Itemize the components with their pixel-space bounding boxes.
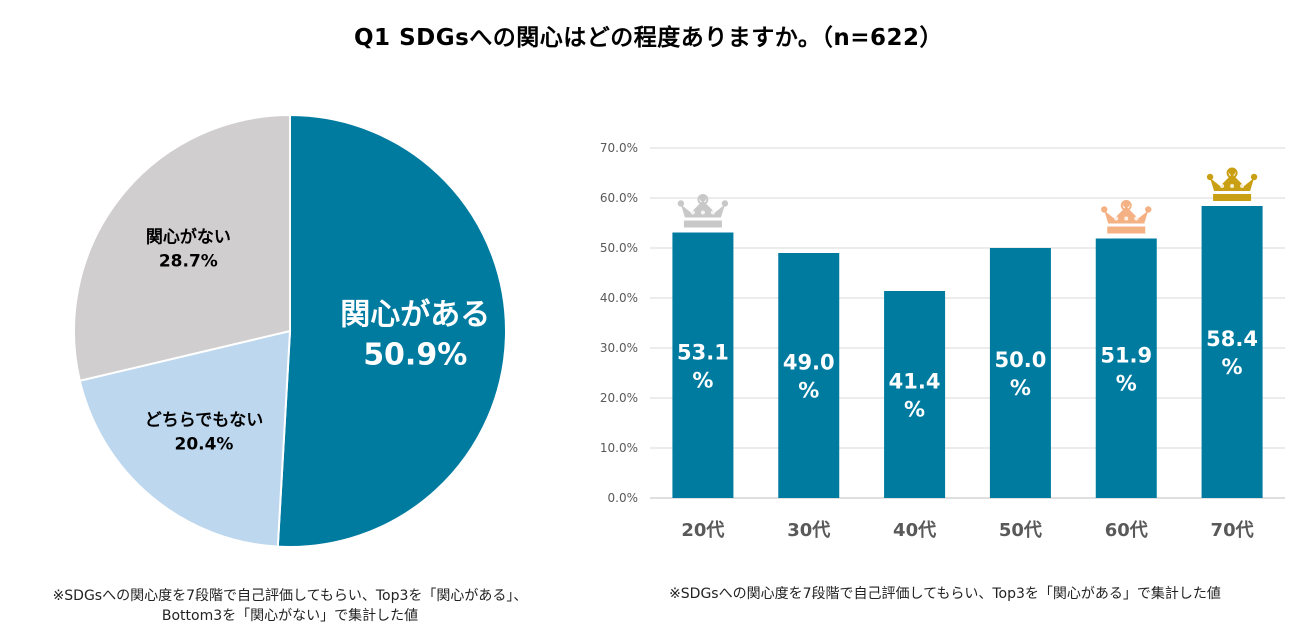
bar-value-label: 50.0 xyxy=(995,348,1047,372)
pie-footnote: ※SDGsへの関心度を7段階で自己評価してもらい、Top3を「関心がある」、 B… xyxy=(0,586,580,626)
crown-icon xyxy=(677,194,729,228)
crown-jewel xyxy=(677,200,685,207)
x-tick-label: 20代 xyxy=(681,520,724,541)
pie-slice-label: 関心がない xyxy=(146,227,231,248)
bar-footnote: ※SDGsへの関心度を7段階で自己評価してもらい、Top3を「関心がある」で集計… xyxy=(669,586,1221,602)
bar-value-label: 53.1 xyxy=(677,340,729,364)
y-tick-label: 0.0% xyxy=(608,491,639,505)
bar-value-label: 49.0 xyxy=(783,351,835,375)
bar xyxy=(672,232,734,498)
x-tick-label: 60代 xyxy=(1105,520,1148,541)
crown-gem xyxy=(1240,184,1245,188)
crown-top-ring xyxy=(1120,200,1132,211)
crown-jewel xyxy=(1250,173,1258,181)
bar-value-label: 58.4 xyxy=(1206,327,1258,351)
crown-gem xyxy=(1124,216,1129,221)
x-tick-label: 30代 xyxy=(787,520,830,541)
crown-gem xyxy=(1134,216,1139,221)
x-tick-label: 50代 xyxy=(999,520,1042,541)
pie-slice-label: どちらでもない xyxy=(145,411,264,431)
crown-band xyxy=(683,220,722,228)
pie-slice xyxy=(276,113,507,548)
crown-top-ring xyxy=(1226,167,1238,179)
crown-gem xyxy=(1220,184,1225,188)
y-tick-label: 70.0% xyxy=(600,141,638,155)
y-tick-label: 10.0% xyxy=(600,441,638,455)
y-tick-label: 20.0% xyxy=(600,391,638,405)
crown-jewel xyxy=(721,200,729,207)
pie-footnote-line1: ※SDGsへの関心度を7段階で自己評価してもらい、Top3を「関心がある」、 xyxy=(52,588,528,604)
bar-value-unit: % xyxy=(1010,376,1031,400)
crown-jewel xyxy=(1228,168,1236,176)
bar xyxy=(1201,206,1263,498)
bar xyxy=(1095,238,1157,498)
pie-slice-value: 50.9% xyxy=(363,338,467,373)
crown-jewel xyxy=(1101,206,1108,213)
bar xyxy=(884,291,946,498)
bar-value-unit: % xyxy=(798,379,819,403)
crown-gem xyxy=(700,210,705,215)
pie-slice xyxy=(73,113,291,382)
bar-value-unit: % xyxy=(1222,355,1243,379)
crown-top-ring xyxy=(697,194,709,205)
crown-jewel xyxy=(1123,201,1130,208)
pie-footnote-line2: Bottom3を「関心がない」で集計した値 xyxy=(161,608,419,624)
x-tick-label: 40代 xyxy=(893,520,936,541)
y-tick-label: 50.0% xyxy=(600,241,638,255)
pie-slice-value: 20.4% xyxy=(174,435,233,455)
crown-jewel xyxy=(699,195,707,202)
bar-value-label: 51.9 xyxy=(1100,343,1152,367)
crown-band xyxy=(1107,226,1146,234)
bar-value-unit: % xyxy=(904,398,925,422)
crown-icon xyxy=(1206,167,1258,201)
crown-band xyxy=(1213,194,1252,201)
y-tick-label: 60.0% xyxy=(600,191,638,205)
pie-slice xyxy=(78,329,292,548)
bar-value-unit: % xyxy=(1116,371,1137,395)
crown-gem xyxy=(1230,184,1235,188)
crown-jewel xyxy=(1206,173,1214,181)
pie-chart: 関心がある 50.9% どちらでもない 20.4% 関心がない 28.7% xyxy=(73,113,507,548)
pie-slice-label: 関心がある xyxy=(340,298,490,333)
crown-gem xyxy=(690,210,695,215)
bar xyxy=(989,248,1051,498)
chart-title: Q1 SDGsへの関心はどの程度ありますか。（n=622） xyxy=(354,25,943,51)
bar-value-unit: % xyxy=(692,368,713,392)
crown-gem xyxy=(1114,216,1119,221)
pie-slice-value: 28.7% xyxy=(159,252,218,272)
y-tick-label: 40.0% xyxy=(600,291,638,305)
bar-chart: 0.0% 10.0% 20.0% 30.0% 40.0% 50.0% 60.0% 70.0% 5… xyxy=(600,141,1285,541)
crown-gem xyxy=(710,210,715,215)
crown-jewel xyxy=(1145,206,1152,213)
x-tick-label: 70代 xyxy=(1211,520,1254,541)
crown-icon xyxy=(1101,200,1152,234)
y-tick-label: 30.0% xyxy=(600,341,638,355)
bar xyxy=(778,253,840,498)
bar-value-label: 41.4 xyxy=(889,370,941,394)
